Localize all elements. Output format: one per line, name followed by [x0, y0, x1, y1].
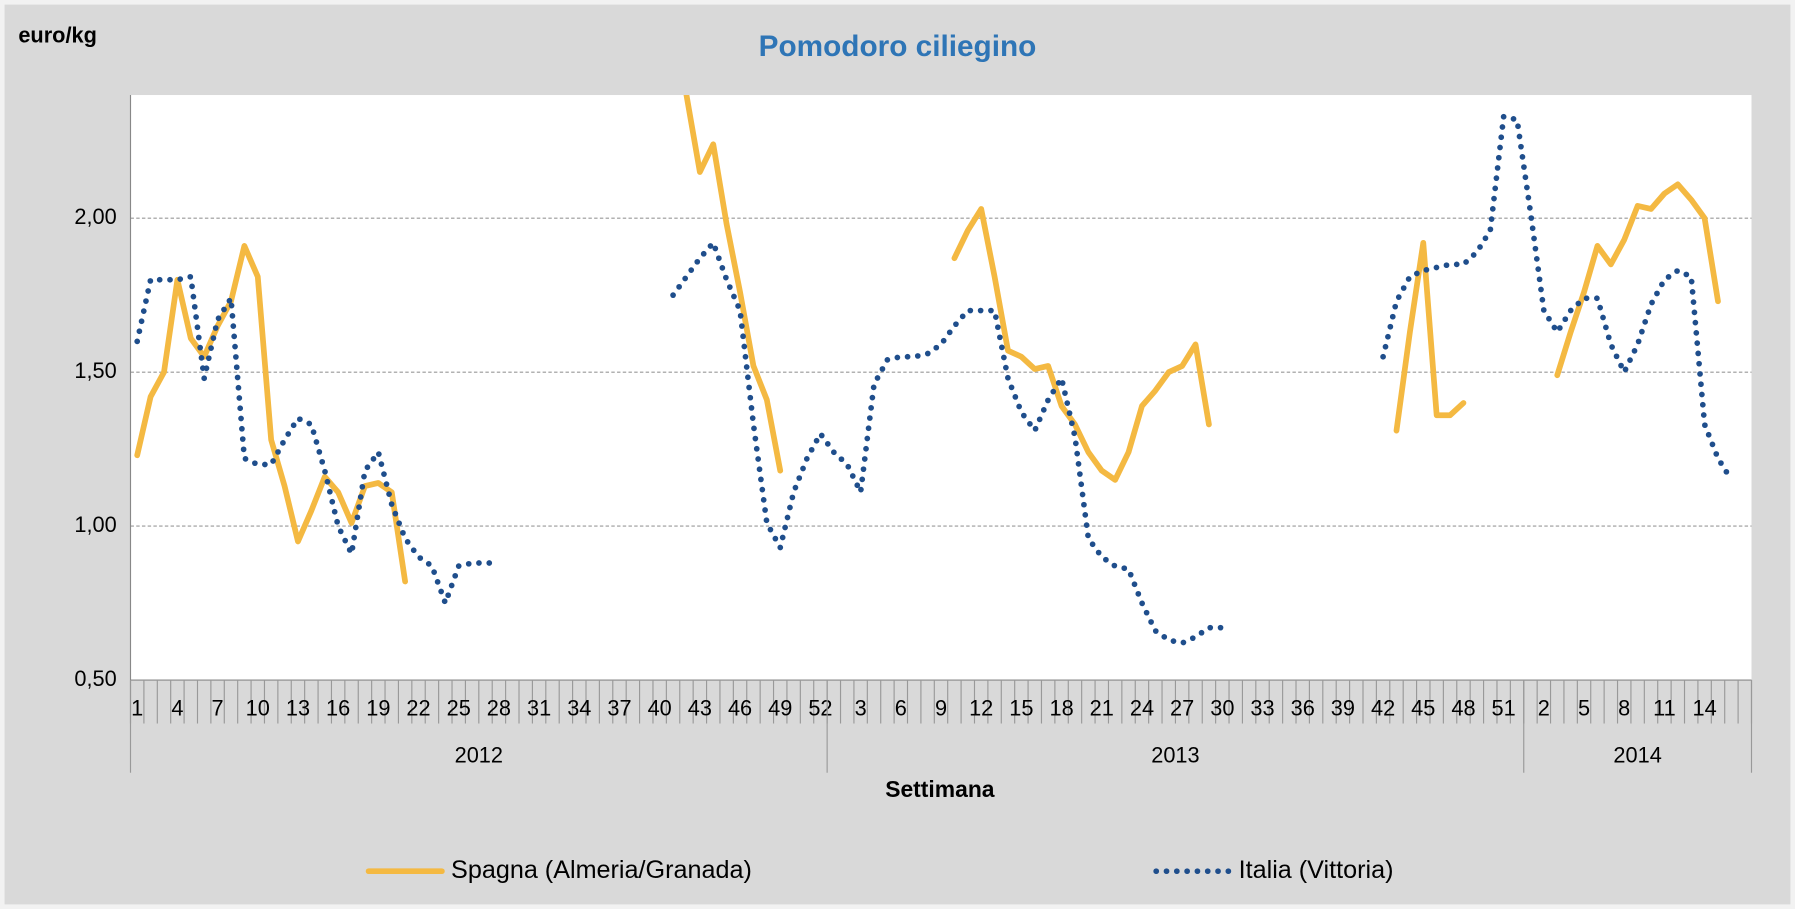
x-tick-label: 43	[688, 696, 712, 721]
group-label: 2012	[455, 742, 503, 767]
series-line	[134, 113, 1735, 647]
x-tick-label: 39	[1331, 696, 1355, 721]
x-tick-label: 51	[1492, 696, 1516, 721]
x-tick-label: 13	[286, 696, 310, 721]
x-tick-label: 6	[895, 696, 907, 721]
x-tick-label: 9	[935, 696, 947, 721]
x-tick-label: 8	[1618, 696, 1630, 721]
x-tick-label: 21	[1090, 696, 1114, 721]
x-tick-label: 16	[326, 696, 350, 721]
x-tick-label: 40	[648, 696, 672, 721]
x-tick-label: 12	[969, 696, 993, 721]
x-tick-label: 10	[246, 696, 270, 721]
x-tick-label: 31	[527, 696, 551, 721]
y-axis-label: euro/kg	[18, 22, 97, 47]
x-tick-label: 3	[855, 696, 867, 721]
x-tick-label: 11	[1653, 696, 1676, 721]
y-tick-label: 0,50	[74, 666, 116, 691]
x-tick-label: 27	[1170, 696, 1194, 721]
y-tick-label: 2,00	[74, 204, 116, 229]
legend-label: Spagna (Almeria/Granada)	[451, 856, 752, 884]
x-tick-label: 42	[1371, 696, 1395, 721]
x-tick-label: 33	[1250, 696, 1274, 721]
x-tick-label: 1	[131, 696, 143, 721]
chart-title: Pomodoro ciliegino	[759, 30, 1037, 63]
x-tick-label: 18	[1049, 696, 1073, 721]
series-line	[134, 95, 1721, 585]
x-tick-label: 22	[406, 696, 430, 721]
x-tick-label: 5	[1578, 696, 1590, 721]
x-tick-label: 19	[366, 696, 390, 721]
x-tick-label: 34	[567, 696, 591, 721]
y-tick-label: 1,00	[74, 512, 116, 537]
x-tick-label: 15	[1009, 696, 1033, 721]
x-tick-label: 24	[1130, 696, 1154, 721]
group-label: 2014	[1613, 742, 1661, 767]
x-tick-label: 30	[1210, 696, 1234, 721]
plot-area	[130, 95, 1752, 681]
group-label: 2013	[1151, 742, 1199, 767]
x-tick-label: 37	[607, 696, 631, 721]
x-tick-label: 48	[1451, 696, 1475, 721]
x-tick-label: 7	[212, 696, 224, 721]
x-tick-label: 46	[728, 696, 752, 721]
legend-label: Italia (Vittoria)	[1239, 856, 1394, 884]
x-tick-label: 14	[1693, 696, 1717, 721]
x-tick-label: 25	[447, 696, 471, 721]
x-tick-label: 49	[768, 696, 792, 721]
x-tick-label: 36	[1291, 696, 1315, 721]
x-axis-label: Settimana	[885, 776, 995, 802]
x-tick-label: 52	[808, 696, 832, 721]
y-tick-label: 1,50	[74, 358, 116, 383]
x-tick-label: 28	[487, 696, 511, 721]
x-tick-label: 2	[1538, 696, 1550, 721]
x-tick-label: 45	[1411, 696, 1435, 721]
x-tick-label: 4	[171, 696, 183, 721]
